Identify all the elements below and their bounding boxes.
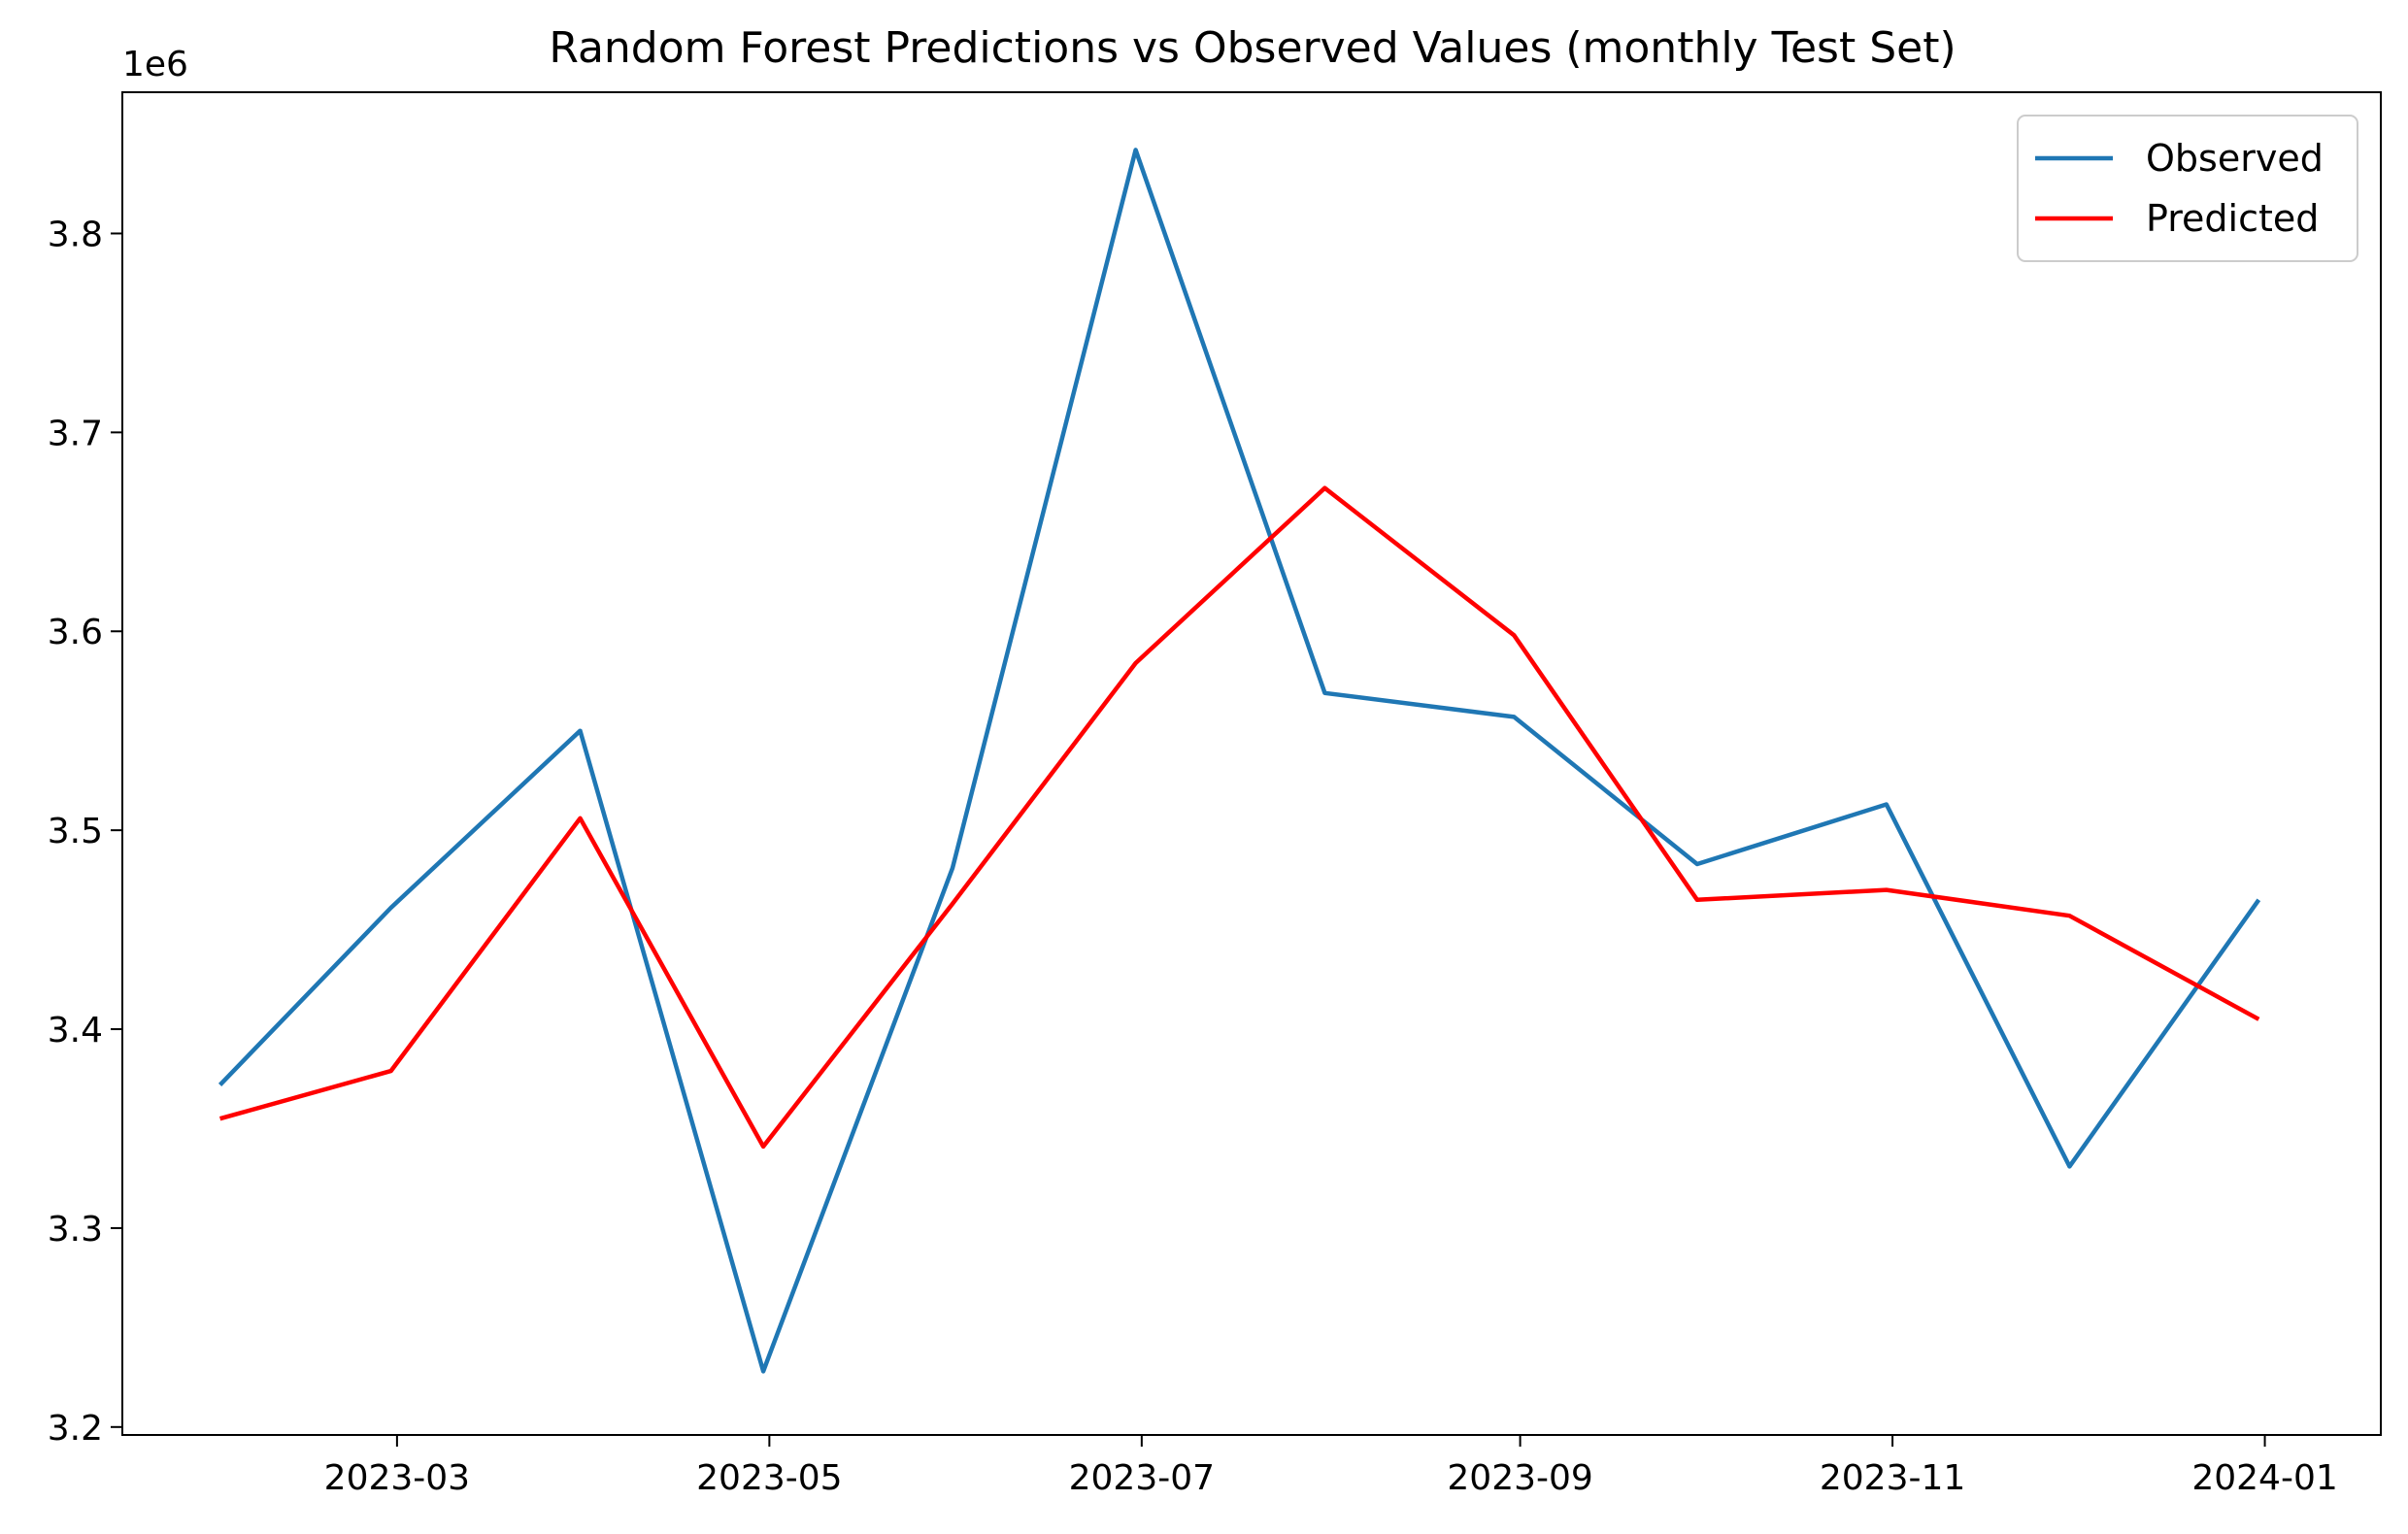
y-tick-label: 3.2 (48, 1409, 103, 1449)
x-tick-label: 2023-05 (696, 1458, 842, 1498)
y-tick-label: 3.6 (48, 613, 103, 652)
x-tick-label: 2024-01 (2191, 1458, 2337, 1498)
x-tick-label: 2023-09 (1447, 1458, 1592, 1498)
y-axis-offset-label: 1e6 (122, 45, 188, 84)
y-tick-label: 3.5 (48, 812, 103, 851)
chart-title: Random Forest Predictions vs Observed Va… (549, 23, 1956, 73)
series-line-observed (217, 148, 2261, 1374)
plot-frame (121, 91, 2382, 1436)
x-tick-label: 2023-07 (1069, 1458, 1215, 1498)
legend-box (2017, 115, 2358, 262)
x-tick-label: 2023-03 (324, 1458, 470, 1498)
y-tick-label: 3.8 (48, 215, 103, 254)
series-line-predicted (218, 485, 2260, 1150)
y-tick-label: 3.7 (48, 414, 103, 453)
legend-label-observed: Observed (2146, 137, 2324, 180)
y-tick-label: 3.4 (48, 1011, 103, 1050)
y-tick-label: 3.3 (48, 1210, 103, 1250)
x-tick-label: 2023-11 (1820, 1458, 1965, 1498)
legend-label-predicted: Predicted (2146, 197, 2319, 240)
